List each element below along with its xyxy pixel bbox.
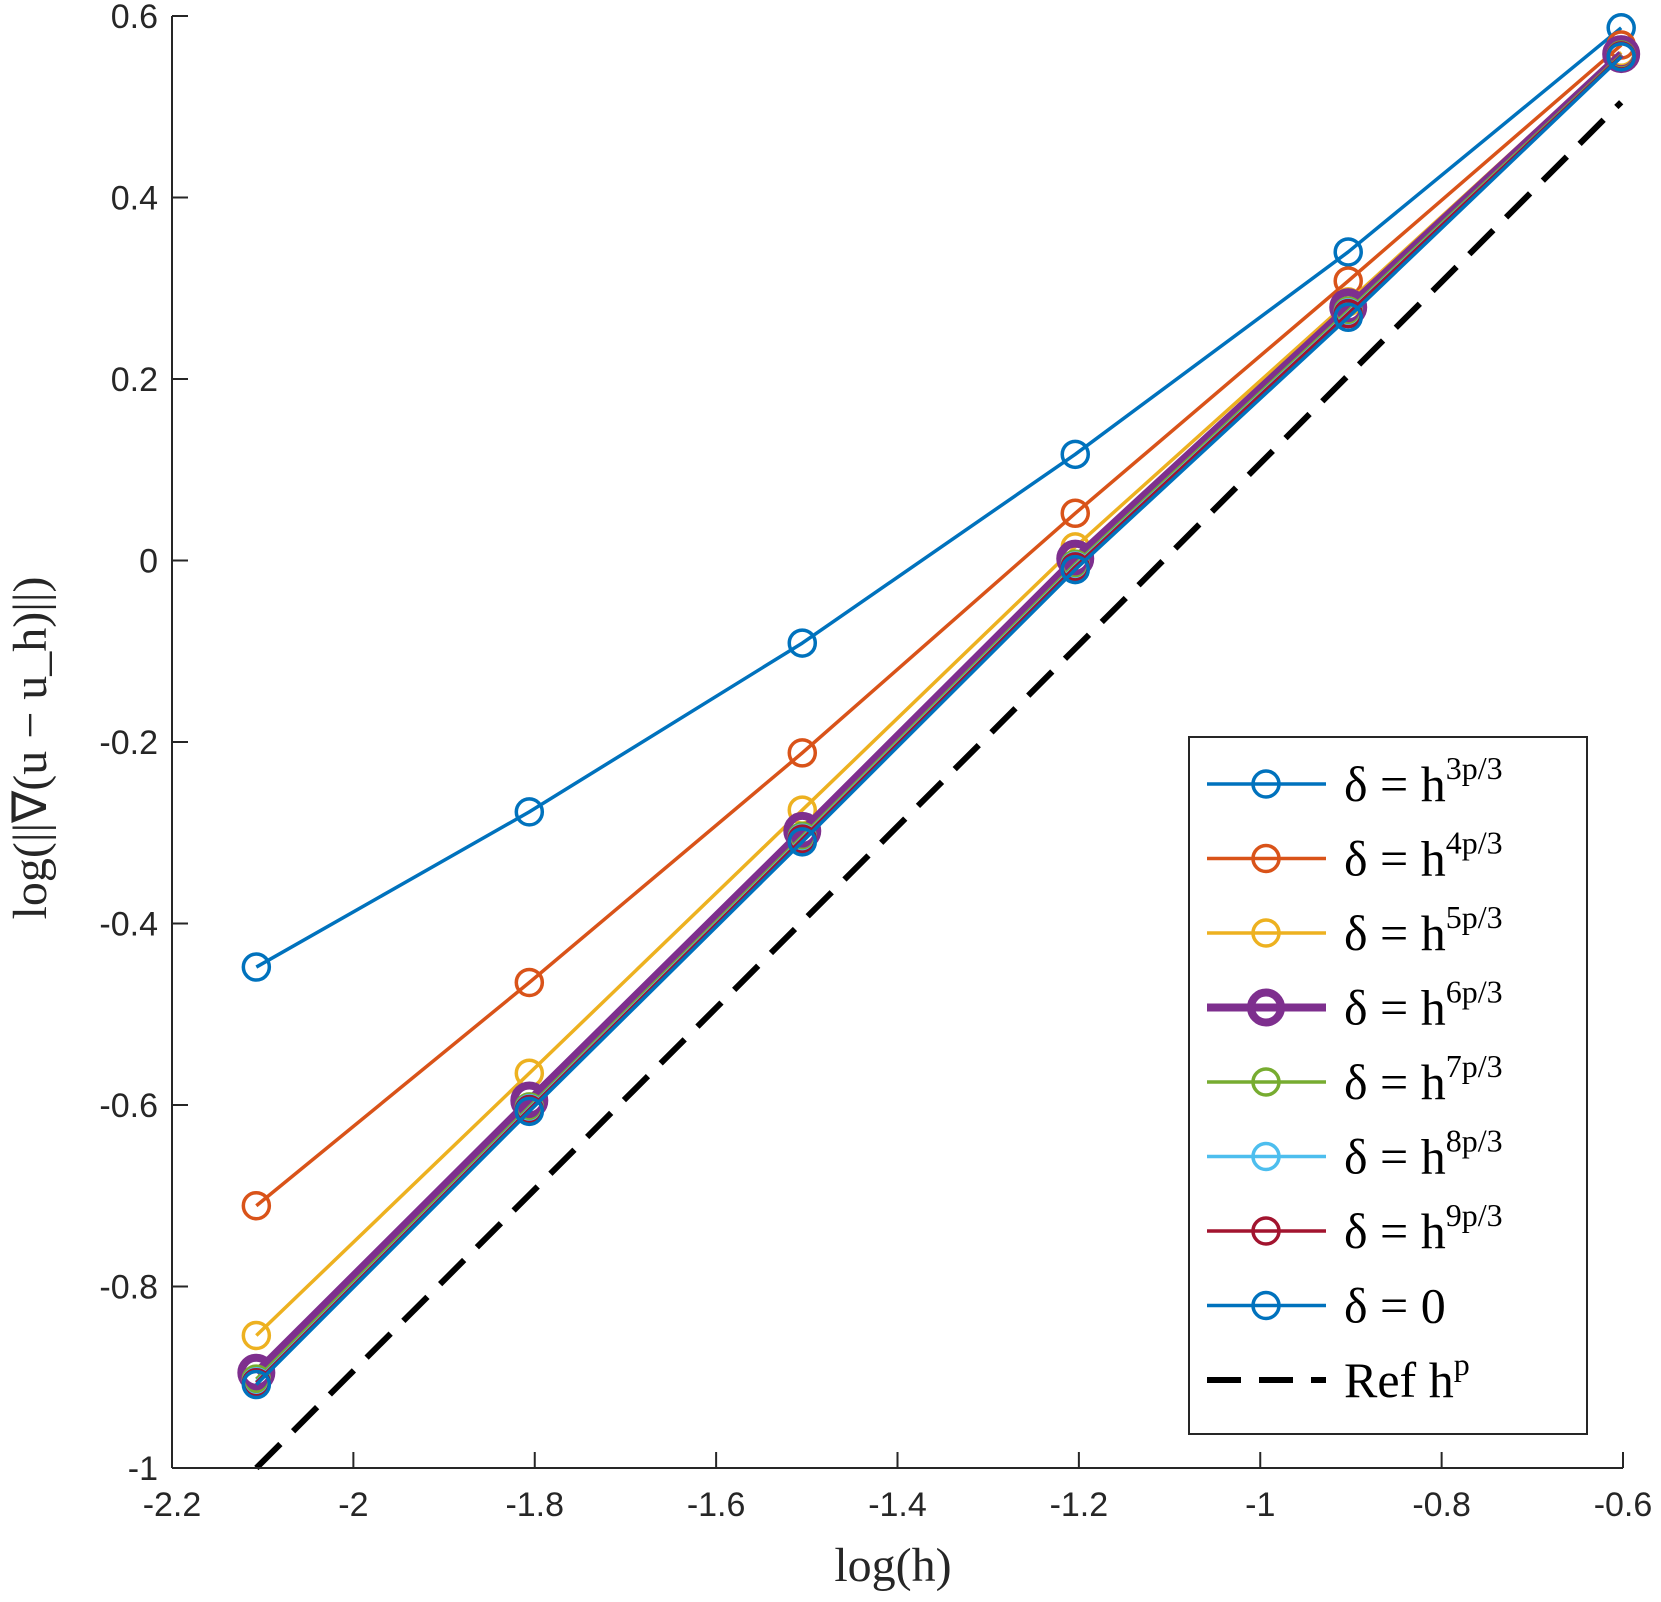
- data-point: [1056, 539, 1095, 578]
- data-point: [1333, 302, 1363, 333]
- legend-label: δ = 0: [1344, 1278, 1446, 1334]
- legend-label: δ = h9p/3: [1344, 1197, 1503, 1259]
- y-tick-label: -0.4: [99, 906, 158, 944]
- data-point: [1333, 237, 1363, 267]
- y-tick-label: -0.8: [99, 1269, 158, 1307]
- y-axis-label: log(||∇(u − u_h)||): [4, 577, 57, 920]
- legend-label: δ = h6p/3: [1344, 974, 1503, 1036]
- y-tick-label: 0.4: [111, 180, 158, 218]
- legend-marker: [1251, 918, 1281, 948]
- data-point: [237, 1353, 276, 1392]
- y-tick-label: 0.2: [111, 361, 158, 399]
- legend-entry-1: δ = h3p/3: [1207, 750, 1503, 812]
- legend-label: δ = h4p/3: [1344, 825, 1503, 887]
- data-point: [787, 628, 818, 658]
- y-tick-label: 0.6: [111, 0, 158, 36]
- legend-entry-4: δ = h6p/3: [1207, 974, 1503, 1036]
- legend-label: δ = h5p/3: [1344, 899, 1503, 961]
- legend-label: Ref hp: [1344, 1346, 1470, 1408]
- data-point: [510, 1081, 549, 1120]
- data-point: [514, 797, 545, 827]
- x-tick-label: -0.6: [1594, 1486, 1653, 1524]
- legend-marker: [1251, 1216, 1281, 1246]
- series-line: [255, 43, 1623, 1208]
- legend-marker: [1251, 769, 1281, 799]
- axes-layer: -2.2 -2 -1.8 -1.6 -1.4 -1.2 -1 -0.8 -0.6 -1 -0.8 -0…: [99, 0, 1652, 1524]
- data-point: [1060, 554, 1090, 585]
- x-axis-label: log(h): [834, 1539, 951, 1592]
- series-line: [255, 55, 1623, 1386]
- y-tick-label: 0: [139, 543, 158, 581]
- legend-entry-2: δ = h4p/3: [1207, 825, 1503, 887]
- series-layer: [237, 13, 1641, 1471]
- data-point: [241, 952, 272, 982]
- x-tick-label: -2: [338, 1486, 368, 1524]
- data-point: [1060, 439, 1090, 470]
- legend-label: δ = h8p/3: [1344, 1123, 1503, 1185]
- x-tick-label: -1: [1245, 1486, 1275, 1524]
- reference-line: [254, 100, 1624, 1471]
- x-tick-label: -1.2: [1050, 1486, 1109, 1524]
- data-point: [514, 967, 545, 998]
- y-tick-label: -1: [128, 1450, 158, 1488]
- legend-entry-9: Ref hp: [1207, 1346, 1470, 1408]
- series-8: [241, 42, 1636, 1400]
- x-tick-label: -2.2: [143, 1486, 202, 1524]
- data-point: [241, 1369, 272, 1400]
- x-tick-label: -1.4: [868, 1486, 927, 1524]
- data-point: [514, 1096, 545, 1127]
- legend-entry-7: δ = h9p/3: [1207, 1197, 1503, 1259]
- data-point: [1606, 42, 1636, 72]
- x-tick-label: -0.8: [1412, 1486, 1471, 1524]
- legend: δ = h3p/3 δ = h4p/3 δ = h5p/3 δ = h6p/3 δ = …: [1188, 736, 1588, 1435]
- series-4: [237, 35, 1641, 1392]
- x-tick-label: -1.6: [687, 1486, 746, 1524]
- legend-label: δ = h7p/3: [1344, 1048, 1503, 1110]
- data-point: [241, 1190, 272, 1221]
- y-tick-label: -0.2: [99, 724, 158, 762]
- legend-marker: [1251, 1141, 1281, 1172]
- legend-entry-6: δ = h8p/3: [1207, 1123, 1503, 1185]
- legend-label: δ = h3p/3: [1344, 750, 1503, 812]
- data-point: [787, 738, 818, 768]
- series-line: [255, 26, 1623, 969]
- data-point: [1060, 498, 1090, 529]
- y-tick-label: -0.6: [99, 1087, 158, 1125]
- legend-marker: [1251, 843, 1281, 874]
- legend-marker: [1247, 988, 1285, 1027]
- data-point: [241, 1320, 272, 1351]
- series-line: [253, 51, 1624, 1376]
- data-point: [787, 827, 818, 857]
- data-point: [783, 811, 822, 850]
- legend-marker: [1251, 1290, 1281, 1321]
- legend-entry-3: δ = h5p/3: [1207, 899, 1503, 961]
- legend-entry-8: δ = 0: [1207, 1278, 1446, 1334]
- x-tick-label: -1.8: [505, 1486, 564, 1524]
- legend-entry-5: δ = h7p/3: [1207, 1048, 1503, 1110]
- legend-marker: [1251, 1067, 1281, 1097]
